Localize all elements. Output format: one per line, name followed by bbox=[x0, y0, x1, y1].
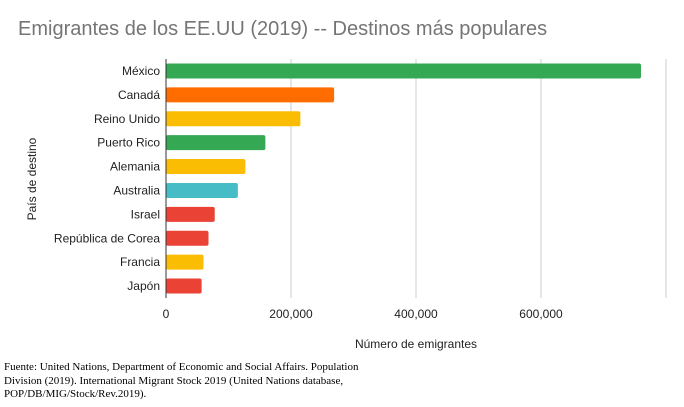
x-tick-label: 600,000 bbox=[519, 307, 563, 321]
bar bbox=[166, 206, 215, 222]
x-axis-label: Número de emigrantes bbox=[354, 337, 478, 351]
bar bbox=[166, 230, 209, 246]
y-tick-label: República de Corea bbox=[54, 231, 160, 245]
chart-title: Emigrantes de los EE.UU (2019) -- Destin… bbox=[18, 18, 548, 40]
x-tick-label: 400,000 bbox=[394, 307, 438, 321]
bar bbox=[166, 87, 335, 103]
bar bbox=[166, 159, 246, 175]
y-tick-label: Puerto Rico bbox=[97, 136, 160, 150]
y-tick-label: Francia bbox=[120, 255, 160, 269]
y-tick-label: Israel bbox=[131, 207, 160, 221]
x-tick-label: 0 bbox=[163, 307, 170, 321]
y-tick-label: Reino Unido bbox=[94, 112, 160, 126]
bar bbox=[166, 182, 238, 198]
bar bbox=[166, 63, 641, 79]
y-tick-label: Japón bbox=[127, 279, 160, 293]
y-tick-label: Australia bbox=[113, 183, 160, 197]
y-tick-label: Canadá bbox=[118, 88, 160, 102]
x-tick-label: 200,000 bbox=[269, 307, 313, 321]
bar bbox=[166, 135, 266, 151]
y-tick-label: México bbox=[122, 64, 160, 78]
y-tick-label: Alemania bbox=[110, 160, 160, 174]
bar bbox=[166, 278, 202, 294]
bar bbox=[166, 254, 204, 270]
source-note: Fuente: United Nations, Department of Ec… bbox=[4, 361, 359, 400]
bar bbox=[166, 111, 301, 127]
